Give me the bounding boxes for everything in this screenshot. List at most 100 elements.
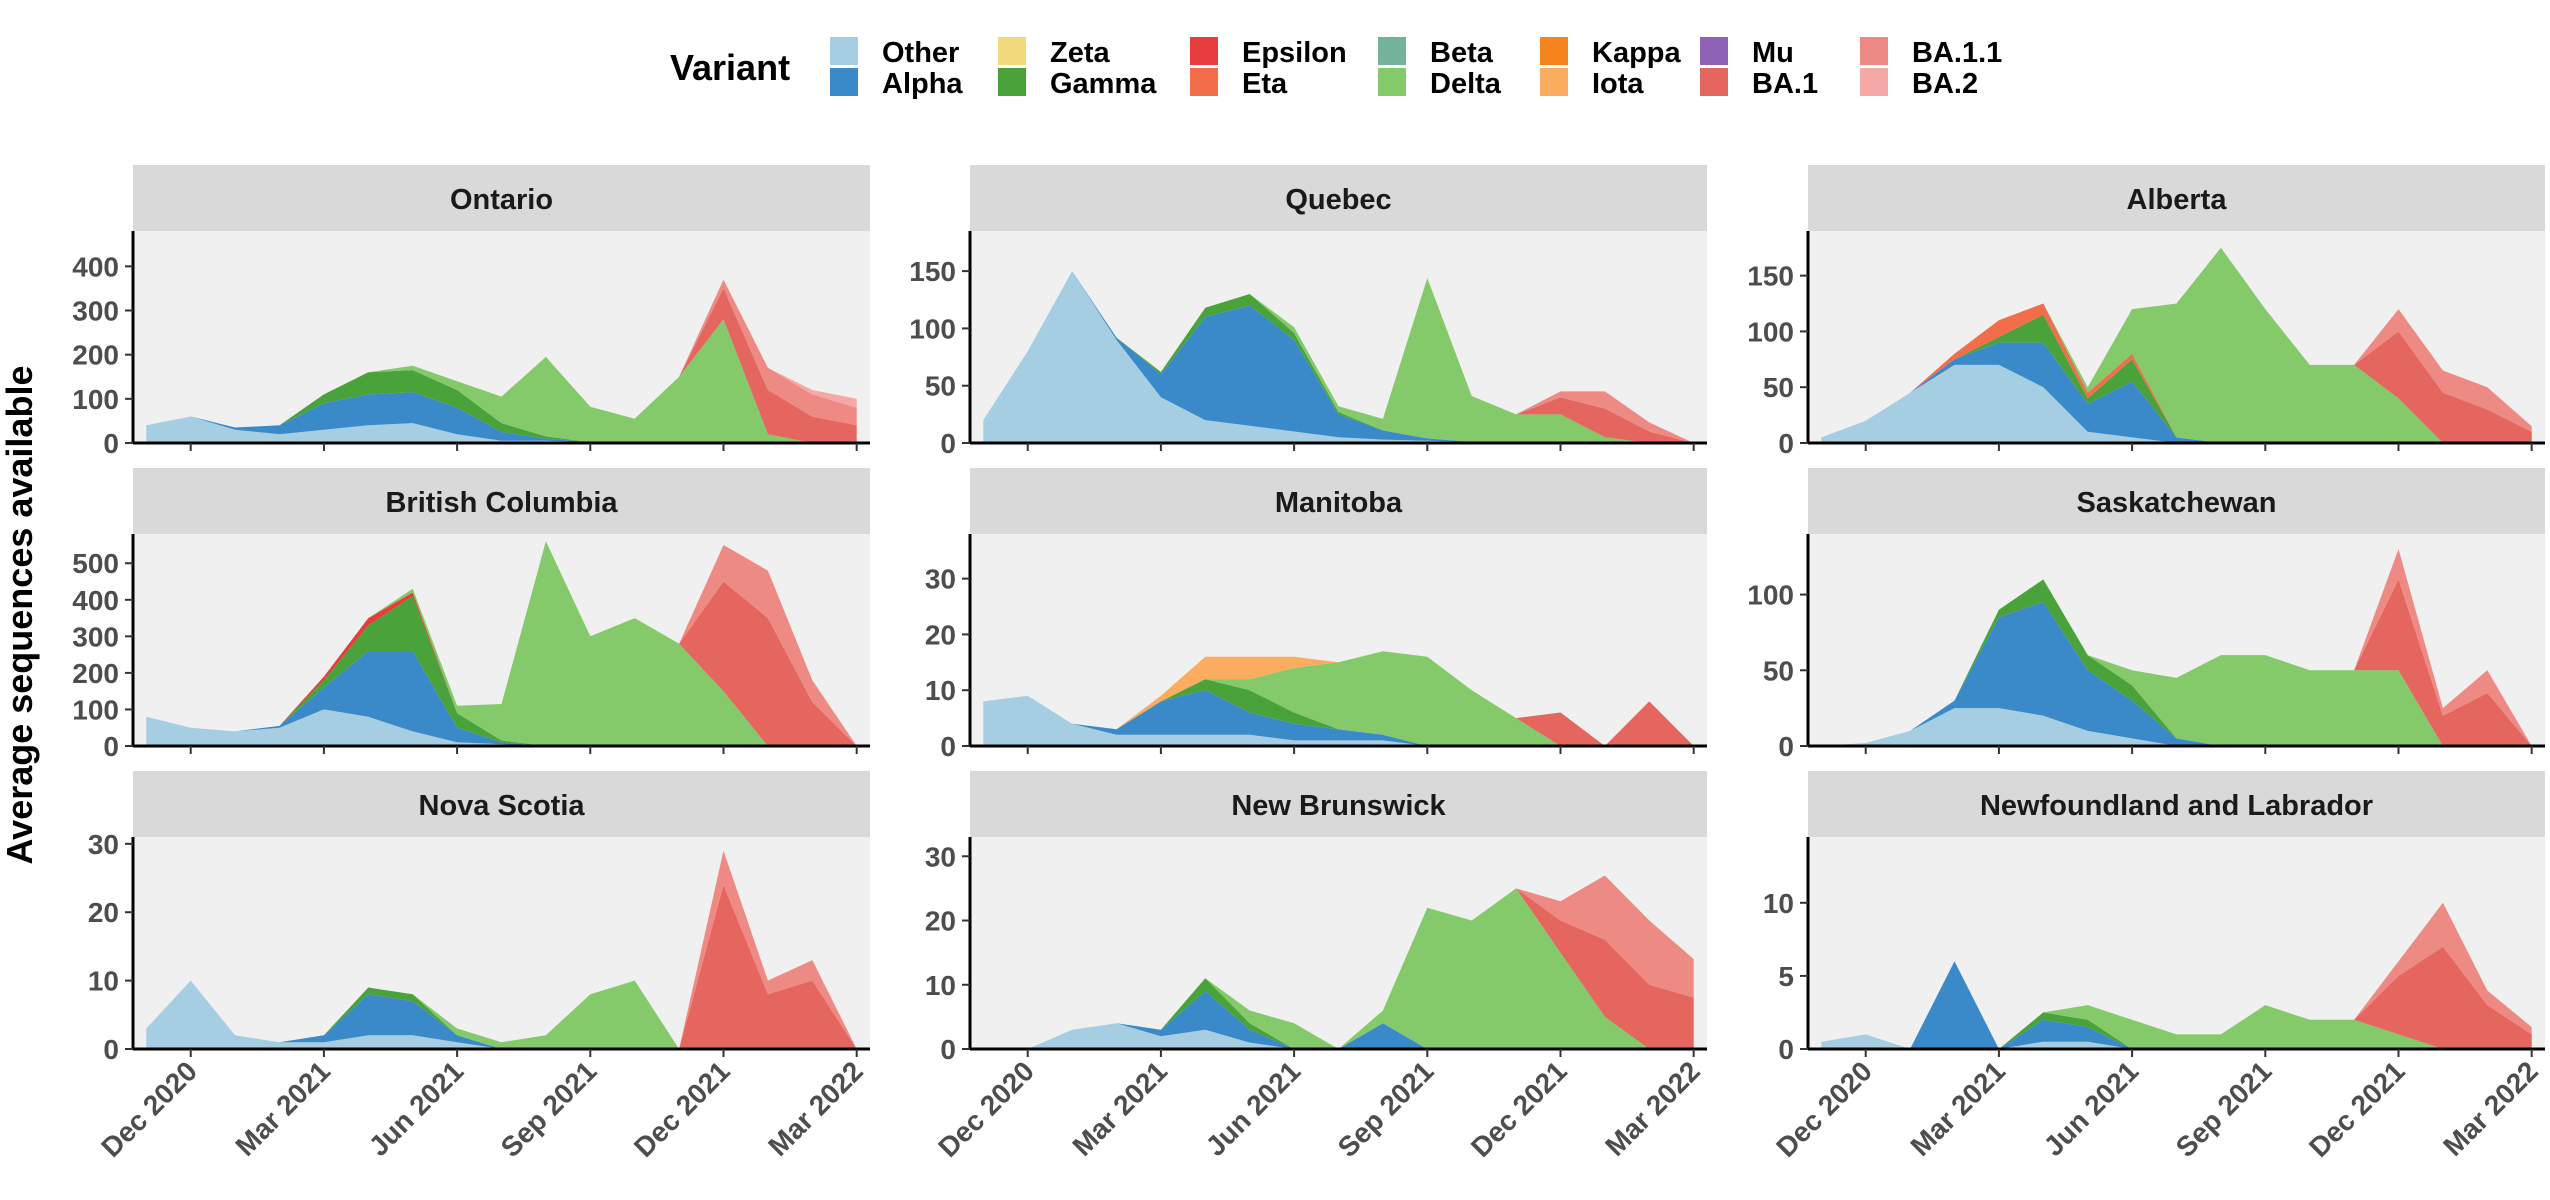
area-other — [146, 416, 857, 443]
x-tick-label: Jun 2021 — [1200, 1055, 1307, 1162]
stacked-areas — [146, 850, 857, 1049]
y-tick-label: 0 — [940, 731, 956, 762]
legend-item-epsilon: Epsilon — [1190, 37, 1347, 69]
legend-swatch — [1860, 37, 1888, 65]
area-other — [983, 1023, 1694, 1049]
legend-label: Eta — [1242, 68, 1288, 100]
y-tick-label: 10 — [925, 675, 956, 706]
legend-label: Mu — [1752, 37, 1794, 69]
y-tick-label: 20 — [925, 906, 956, 937]
area-ba-1 — [983, 271, 1694, 443]
panel-saskatchewan: Saskatchewan 0 50 100 — [1747, 468, 2545, 762]
x-tick-label: Dec 2021 — [2303, 1055, 2411, 1163]
stacked-areas — [146, 541, 857, 746]
panel-title: Ontario — [450, 184, 553, 216]
legend-swatch — [998, 37, 1026, 65]
panel-strip — [1808, 468, 2545, 534]
y-tick-label: 50 — [1763, 655, 1794, 686]
area-delta — [146, 319, 857, 443]
legend-swatch — [1860, 68, 1888, 96]
area-delta — [983, 888, 1694, 1049]
area-other — [1821, 364, 2532, 443]
stacked-areas — [983, 271, 1694, 443]
y-tick-label: 150 — [1747, 261, 1794, 292]
legend-item-alpha: Alpha — [830, 68, 963, 100]
legend-label: Zeta — [1050, 37, 1111, 69]
y-tick-label: 30 — [925, 564, 956, 595]
y-tick-label: 50 — [925, 371, 956, 402]
panel-title: New Brunswick — [1231, 790, 1446, 822]
area-alpha — [983, 991, 1694, 1049]
y-tick-label: 100 — [1747, 316, 1794, 347]
y-tick-label: 0 — [940, 1034, 956, 1065]
area-delta — [1821, 247, 2532, 443]
x-tick-label: Sep 2021 — [1332, 1055, 1440, 1163]
panel-strip — [1808, 771, 2545, 837]
area-ba-1-1 — [1821, 902, 2532, 1049]
legend-swatch — [1190, 68, 1218, 96]
y-tick-label: 10 — [925, 970, 956, 1001]
panel-strip — [970, 165, 1707, 231]
panel-ontario: Ontario 0 100 200 300 400 — [72, 165, 870, 459]
facet-panels: Ontario0100200300400Quebec050100150Alber… — [72, 165, 2545, 1163]
x-tick-label: Mar 2021 — [1904, 1055, 2011, 1162]
area-ba-1 — [1821, 579, 2532, 746]
x-tick-label: Dec 2020 — [932, 1055, 1040, 1163]
area-delta — [146, 541, 857, 746]
legend-item-ba-1: BA.1 — [1700, 68, 1818, 100]
panel-strip — [970, 771, 1707, 837]
x-tick-label: Mar 2022 — [1599, 1055, 1706, 1162]
y-axis-label: Average sequences available — [0, 366, 40, 865]
panel-manitoba: Manitoba 0 10 20 30 — [925, 468, 1707, 762]
y-tick-label: 300 — [72, 621, 119, 652]
y-tick-label: 0 — [103, 731, 119, 762]
panel-title: Manitoba — [1275, 487, 1403, 519]
panel-title: Saskatchewan — [2077, 487, 2277, 519]
legend-item-iota: Iota — [1540, 68, 1644, 100]
panel-strip — [1808, 165, 2545, 231]
panel-alberta: Alberta 0 50 100 150 — [1747, 165, 2545, 459]
area-alpha — [1821, 602, 2532, 746]
legend-swatch — [830, 37, 858, 65]
legend-label: Beta — [1430, 37, 1494, 69]
legend-title: Variant — [670, 47, 790, 88]
legend-item-zeta: Zeta — [998, 37, 1111, 69]
panel-strip — [970, 468, 1707, 534]
panel-title: Quebec — [1285, 184, 1391, 216]
x-tick-label: Mar 2022 — [2437, 1055, 2544, 1162]
area-alpha — [146, 392, 857, 443]
legend-label: BA.1.1 — [1912, 37, 2002, 69]
panel-strip — [133, 165, 870, 231]
stacked-areas — [1821, 247, 2532, 443]
legend-swatch — [1540, 37, 1568, 65]
y-tick-label: 300 — [72, 296, 119, 327]
y-tick-label: 50 — [1763, 372, 1794, 403]
x-tick-label: Jun 2021 — [2038, 1055, 2145, 1162]
x-tick-label: Jun 2021 — [363, 1055, 470, 1162]
y-tick-label: 150 — [909, 256, 956, 287]
x-tick-label: Mar 2021 — [1066, 1055, 1173, 1162]
panel-quebec: Quebec 0 50 100 150 — [909, 165, 1707, 459]
area-ba-1 — [983, 651, 1694, 746]
area-ba-1 — [146, 541, 857, 746]
legend-swatch — [830, 68, 858, 96]
x-tick-label: Mar 2021 — [229, 1055, 336, 1162]
area-delta — [1821, 579, 2532, 746]
area-other — [1821, 708, 2532, 746]
area-other — [983, 271, 1694, 443]
y-tick-label: 0 — [940, 428, 956, 459]
y-tick-label: 5 — [1778, 961, 1794, 992]
x-tick-label: Dec 2021 — [628, 1055, 736, 1163]
legend-item-ba-2: BA.2 — [1860, 68, 1978, 100]
legend-label: Kappa — [1592, 37, 1682, 69]
x-tick-label: Mar 2022 — [762, 1055, 869, 1162]
area-ba-1 — [146, 288, 857, 443]
x-tick-label: Dec 2021 — [1465, 1055, 1573, 1163]
stacked-areas — [983, 651, 1694, 746]
area-delta — [1821, 961, 2532, 1049]
panel-nova-scotia: Nova Scotia 0 10 20 30 Dec 2020 Mar 2021 Jun 20… — [88, 771, 870, 1163]
panel-title: Newfoundland and Labrador — [1980, 790, 2373, 822]
stacked-areas — [983, 875, 1694, 1049]
